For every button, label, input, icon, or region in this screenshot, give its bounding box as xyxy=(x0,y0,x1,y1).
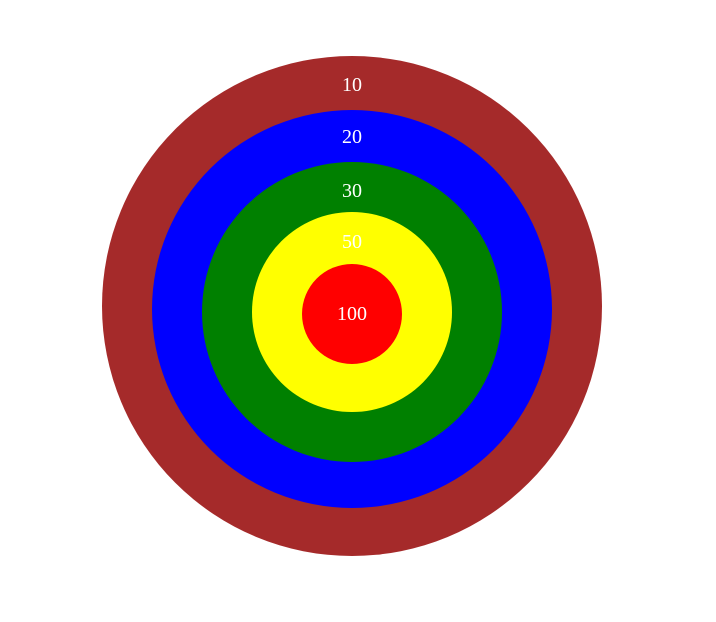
ring-20-label: 20 xyxy=(342,126,362,148)
ring-100-points[interactable] xyxy=(302,264,402,364)
ring-50-label: 50 xyxy=(342,231,362,253)
ring-30-label: 30 xyxy=(342,180,362,202)
ring-100-label: 100 xyxy=(337,303,367,325)
ring-10-label: 10 xyxy=(342,74,362,96)
